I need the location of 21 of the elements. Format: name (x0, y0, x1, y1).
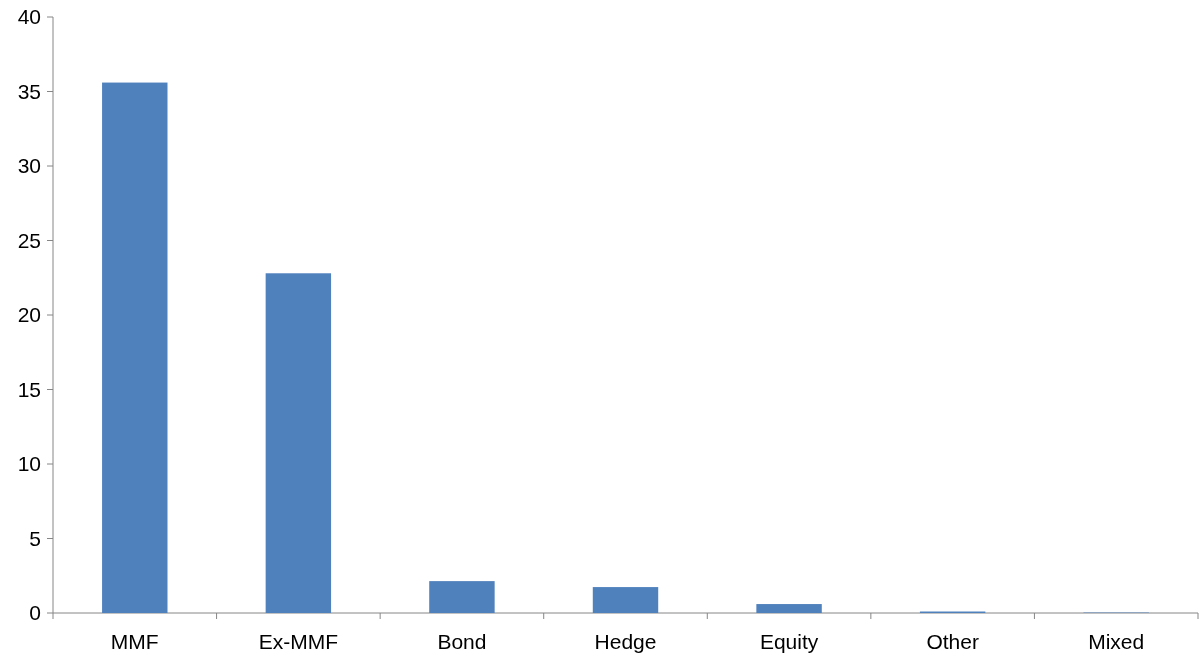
bar (592, 587, 659, 613)
bar (756, 604, 822, 613)
x-tick-label: Mixed (1088, 630, 1145, 653)
y-tick-label: 25 (17, 228, 41, 252)
y-tick-label: 30 (17, 154, 41, 178)
y-tick-label: 40 (17, 5, 41, 29)
x-tick-label: Other (926, 630, 979, 653)
x-tick-label: Ex-MMF (258, 630, 339, 653)
y-tick-label: 35 (17, 79, 41, 103)
y-tick-label: 15 (17, 377, 41, 401)
y-tick-label: 10 (17, 452, 41, 476)
x-tick-label: MMF (110, 630, 159, 653)
bar (265, 273, 332, 613)
bar (429, 581, 495, 613)
bar (102, 82, 168, 613)
x-tick-label: Bond (437, 630, 487, 653)
y-tick-label: 0 (29, 601, 41, 625)
x-tick-label: Hedge (594, 630, 657, 653)
y-tick-label: 5 (29, 526, 41, 550)
x-tick-label: Equity (759, 630, 819, 653)
y-tick-label: 20 (17, 303, 41, 327)
